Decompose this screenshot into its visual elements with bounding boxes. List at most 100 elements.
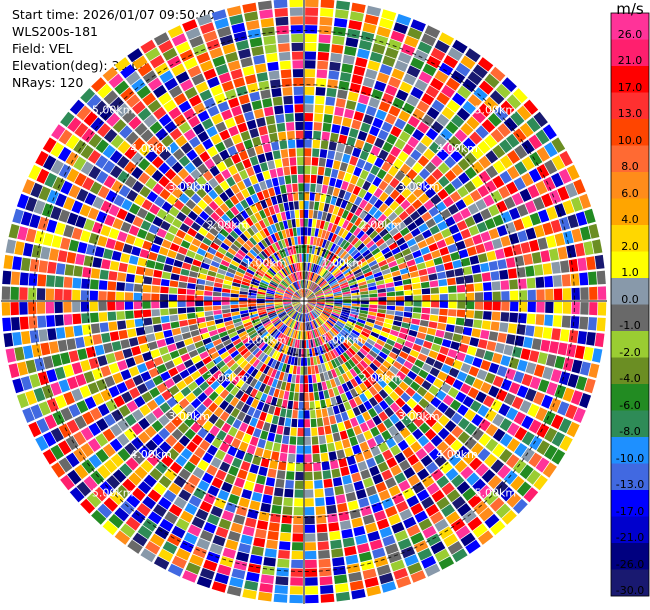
ppi-gate xyxy=(368,386,378,396)
ppi-gate xyxy=(316,328,322,337)
ppi-gate xyxy=(309,312,315,320)
ppi-gate xyxy=(278,271,285,279)
ppi-gate xyxy=(543,176,556,192)
ppi-gate xyxy=(409,271,419,278)
ppi-gate xyxy=(270,280,279,286)
ppi-gate xyxy=(478,507,494,522)
ppi-gate xyxy=(266,309,276,313)
ppi-gate xyxy=(221,305,230,310)
ppi-gate xyxy=(103,459,118,474)
ppi-gate xyxy=(353,425,362,436)
ppi-gate xyxy=(57,250,68,263)
ppi-gate xyxy=(191,516,205,529)
ppi-gate xyxy=(134,466,148,480)
ppi-gate xyxy=(275,273,283,281)
ppi-gate xyxy=(276,272,284,280)
ppi-gate xyxy=(594,332,605,348)
ppi-gate xyxy=(257,288,267,293)
ppi-gate xyxy=(278,333,285,342)
ppi-gate xyxy=(376,518,390,530)
ppi-gate xyxy=(325,158,334,168)
ppi-gate xyxy=(72,301,81,313)
ppi-gate xyxy=(575,376,588,391)
ppi-gate xyxy=(296,148,304,157)
ppi-gate xyxy=(237,469,248,480)
ppi-gate xyxy=(345,273,354,280)
ppi-gate xyxy=(410,570,426,583)
ppi-gate xyxy=(248,329,257,337)
ppi-gate xyxy=(362,449,373,460)
ppi-gate xyxy=(228,465,239,477)
ppi-gate xyxy=(90,312,99,323)
ppi-gate xyxy=(210,133,222,145)
ppi-gate xyxy=(142,240,153,251)
ppi-gate xyxy=(96,418,109,432)
ppi-gate xyxy=(103,342,114,354)
ppi-gate xyxy=(274,487,284,497)
ppi-gate xyxy=(324,352,331,362)
ppi-gate xyxy=(354,396,363,406)
ppi-gate xyxy=(414,338,425,346)
ppi-gate xyxy=(306,292,313,299)
ppi-gate xyxy=(571,359,583,374)
ppi-gate xyxy=(347,28,361,39)
ppi-gate xyxy=(207,105,220,117)
ppi-gate xyxy=(324,306,333,311)
ppi-gate xyxy=(111,409,124,422)
ppi-gate xyxy=(46,369,58,383)
ppi-gate xyxy=(505,407,519,421)
ppi-gate xyxy=(435,329,445,338)
ppi-gate xyxy=(364,202,373,213)
ppi-gate xyxy=(308,218,313,227)
ppi-gate xyxy=(363,213,373,223)
ppi-gate xyxy=(492,413,505,427)
ppi-gate xyxy=(369,465,380,477)
ppi-gate xyxy=(366,278,376,284)
ppi-gate xyxy=(290,329,295,338)
ppi-gate xyxy=(475,391,487,404)
ppi-gate xyxy=(366,318,376,324)
ppi-gate xyxy=(313,309,320,316)
ppi-gate xyxy=(240,199,249,209)
ppi-gate xyxy=(120,523,136,538)
ppi-gate xyxy=(492,352,503,364)
ppi-gate xyxy=(296,339,300,348)
ppi-gate xyxy=(274,320,282,327)
ppi-gate xyxy=(149,121,163,134)
ppi-gate xyxy=(325,294,334,298)
ppi-gate xyxy=(254,528,267,539)
ppi-gate xyxy=(540,339,551,352)
ppi-gate xyxy=(438,414,450,427)
ppi-gate xyxy=(474,292,484,301)
ppi-gate xyxy=(339,72,352,82)
ppi-gate xyxy=(76,400,89,414)
ppi-gate xyxy=(468,225,480,236)
ppi-gate xyxy=(368,407,378,418)
ppi-gate xyxy=(449,191,462,203)
ppi-gate xyxy=(309,192,315,201)
ppi-gate xyxy=(142,293,151,301)
ppi-gate xyxy=(73,325,83,337)
ppi-gate xyxy=(337,170,346,180)
ppi-gate xyxy=(77,241,88,254)
ppi-gate xyxy=(351,2,366,13)
ppi-gate xyxy=(194,446,206,459)
ppi-gate xyxy=(348,260,357,268)
ppi-gate xyxy=(199,151,211,163)
ppi-gate xyxy=(184,416,195,428)
ppi-gate xyxy=(286,409,293,418)
ppi-gate xyxy=(325,332,332,341)
ppi-gate xyxy=(437,188,449,200)
ppi-gate xyxy=(462,327,473,336)
ppi-gate xyxy=(171,416,183,428)
ppi-gate xyxy=(305,322,307,331)
ppi-gate xyxy=(260,279,269,285)
ppi-gate xyxy=(280,259,287,267)
ppi-gate xyxy=(102,443,116,458)
ppi-gate xyxy=(274,351,281,361)
ppi-gate xyxy=(104,375,116,388)
ppi-gate xyxy=(490,66,506,82)
ppi-gate xyxy=(365,105,377,117)
ppi-gate xyxy=(368,335,378,342)
ppi-gate xyxy=(278,176,285,186)
